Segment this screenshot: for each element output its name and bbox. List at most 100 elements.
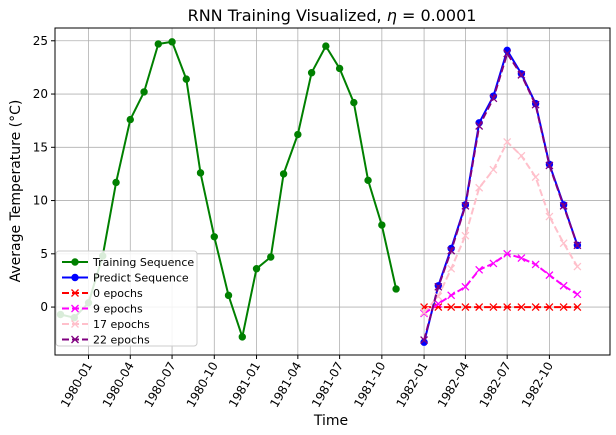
data-point	[517, 303, 526, 312]
plot-frame	[54, 27, 611, 356]
legend-item: Predict Sequence	[62, 272, 189, 285]
legend-label: 0 epochs	[93, 287, 143, 300]
data-point	[378, 221, 386, 229]
legend-item: 9 epochs	[62, 303, 143, 316]
y-tick-label: 15	[33, 140, 48, 154]
data-point	[279, 170, 288, 178]
data-point	[573, 303, 582, 312]
data-point	[434, 282, 443, 291]
y-axis: 0 5 10 15 20 25	[33, 34, 55, 314]
data-point	[126, 115, 134, 124]
data-point	[503, 138, 512, 146]
data-point	[517, 70, 526, 79]
data-point	[267, 253, 275, 261]
data-point	[503, 303, 512, 312]
y-axis-label: Average Temperature (°C)	[8, 100, 24, 283]
data-point	[392, 285, 400, 293]
data-point	[545, 303, 554, 312]
data-point	[531, 303, 540, 312]
data-point	[517, 151, 526, 160]
data-point	[461, 231, 470, 240]
data-point	[447, 303, 456, 312]
data-point	[559, 281, 568, 290]
data-point	[461, 201, 470, 210]
data-point	[447, 291, 456, 300]
data-point	[364, 176, 372, 185]
legend-marker	[71, 320, 79, 328]
legend: Training Sequence Predict Sequence 0 epoch…	[55, 250, 198, 347]
series-17-epochs	[420, 138, 582, 317]
data-point	[489, 303, 498, 312]
x-axis-label: Time	[313, 413, 348, 429]
data-point	[238, 333, 246, 341]
data-point	[434, 299, 443, 308]
data-point	[420, 308, 429, 317]
series-line	[423, 51, 579, 341]
data-point	[545, 212, 554, 221]
legend-item: 22 epochs	[62, 334, 150, 347]
data-point	[475, 265, 484, 274]
legend-label: 17 epochs	[93, 318, 150, 331]
legend-item: 17 epochs	[62, 318, 150, 331]
y-tick-label: 25	[33, 34, 48, 48]
data-point	[489, 259, 498, 268]
data-point	[294, 130, 302, 139]
legend-item: Training Sequence	[62, 256, 194, 269]
data-point	[196, 169, 205, 177]
data-point	[140, 88, 148, 96]
data-point	[168, 38, 176, 46]
legend-label: Predict Sequence	[93, 272, 189, 285]
data-point	[420, 336, 429, 345]
legend-label: Training Sequence	[92, 256, 194, 269]
y-tick-label: 20	[33, 87, 48, 101]
legend-marker	[71, 304, 79, 313]
data-point	[531, 173, 540, 182]
data-point	[475, 122, 484, 130]
data-point	[461, 303, 470, 312]
data-point	[559, 239, 568, 248]
legend-label: 22 epochs	[93, 334, 150, 347]
y-tick-label: 0	[40, 300, 48, 314]
data-point	[573, 241, 582, 250]
data-point	[447, 246, 456, 255]
data-point	[350, 98, 358, 107]
data-point	[531, 100, 540, 109]
data-point	[112, 178, 120, 187]
y-tick-label: 10	[33, 194, 48, 208]
chart-title: RNN Training Visualized, η = 0.0001	[188, 6, 477, 25]
data-point	[517, 254, 526, 263]
data-point	[182, 75, 190, 83]
data-point	[210, 233, 218, 241]
legend-marker	[71, 273, 79, 282]
legend-marker	[71, 258, 79, 266]
data-point	[322, 42, 330, 50]
data-point	[335, 64, 344, 73]
data-point	[531, 260, 540, 269]
data-point	[545, 271, 554, 280]
data-point	[475, 303, 484, 312]
legend-label: 9 epochs	[93, 303, 143, 316]
legend-marker	[71, 289, 79, 297]
data-point	[461, 282, 470, 291]
data-point	[489, 165, 498, 174]
data-point	[503, 49, 512, 58]
data-point	[224, 291, 233, 300]
series-line	[423, 140, 579, 314]
data-point	[559, 303, 568, 312]
data-point	[154, 40, 162, 48]
data-point	[252, 265, 261, 273]
data-point	[503, 46, 511, 55]
legend-item: 0 epochs	[62, 287, 143, 300]
data-point	[307, 69, 316, 77]
grid-lines	[55, 28, 610, 355]
data-point	[559, 201, 568, 210]
data-point	[489, 94, 498, 103]
data-point	[545, 161, 554, 170]
y-tick-label: 5	[40, 247, 48, 261]
data-point	[447, 264, 456, 273]
legend-box	[55, 250, 198, 347]
data-point	[573, 290, 582, 299]
data-point	[503, 249, 512, 258]
series-22-epochs	[420, 49, 582, 345]
